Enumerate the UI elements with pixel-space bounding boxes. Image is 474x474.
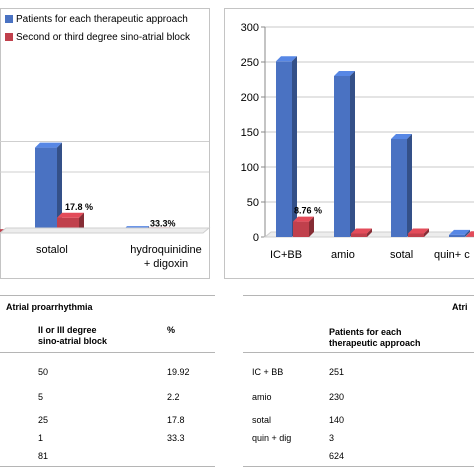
left-chart-floor <box>0 227 211 234</box>
legend-swatch <box>5 15 13 23</box>
table-cell: 25 <box>38 415 49 425</box>
right-chart-gridlines <box>265 26 474 238</box>
table-cell: 251 <box>329 367 345 377</box>
table-cell: 5 <box>38 392 44 402</box>
bar-patients-3 <box>449 229 470 237</box>
table-cell: 3 <box>329 433 335 443</box>
table-cell: 2.2 <box>167 392 180 402</box>
data-label: 17.8 % <box>65 202 93 212</box>
category-label: sotal <box>390 249 413 261</box>
left-table-header-percent: % <box>167 325 176 335</box>
data-label: 8.76 % <box>294 206 322 216</box>
left-chart-bars <box>0 142 171 234</box>
bar-patients-1 <box>334 71 355 237</box>
table-cell: 19.92 <box>167 367 190 377</box>
left-table-bottom-rule <box>0 466 215 467</box>
y-tick-label: 150 <box>241 127 259 139</box>
table-cell: 230 <box>329 392 345 402</box>
data-label: 33.3% <box>150 218 176 228</box>
bar-block-3 <box>466 231 474 237</box>
category-label: amio <box>331 249 355 261</box>
table-cell: 624 <box>329 451 345 461</box>
category-label: IC+BB <box>270 249 302 261</box>
right-chart-y-axis: 0 50 100 150 200 250 300 <box>241 22 474 244</box>
legend-entry: Second or third degree sino-atrial block <box>16 32 191 43</box>
right-table-bottom-rule <box>243 466 474 467</box>
category-label: + digoxin <box>144 258 188 270</box>
right-table-header-rule <box>243 352 474 353</box>
table-cell: quin + dig <box>252 433 292 443</box>
left-chart-gridlines <box>0 141 209 173</box>
right-table-title: Atri <box>452 302 468 312</box>
table-cell: 1 <box>38 433 44 443</box>
category-label: sotalol <box>36 244 68 256</box>
table-cell: 17.8 <box>167 415 185 425</box>
y-tick-label: 100 <box>241 162 259 174</box>
table-cell: amio <box>252 392 272 402</box>
right-chart-labels: 8.76 % IC+BB amio sotal quin+ c <box>270 206 470 261</box>
y-tick-label: 200 <box>241 92 259 104</box>
table-cell: 140 <box>329 415 345 425</box>
category-label: quin+ c <box>434 249 470 261</box>
bar-patients-1 <box>35 142 62 233</box>
y-tick-label: 250 <box>241 57 259 69</box>
y-tick-label: 50 <box>247 197 259 209</box>
chart-floor <box>0 227 211 234</box>
category-label: hydroquinidine <box>130 244 202 256</box>
right-chart-bars <box>276 56 474 237</box>
left-table-top-rule <box>0 295 215 296</box>
legend-entry: Patients for each therapeutic approach <box>16 14 188 25</box>
left-table-title: Atrial proarrhythmia <box>6 302 93 312</box>
legend-swatch <box>5 33 13 41</box>
bar-block-0 <box>293 216 314 237</box>
table-cell: 33.3 <box>167 433 185 443</box>
bar-block-2 <box>408 228 429 237</box>
right-chart-frame <box>224 8 474 279</box>
y-tick-label: 300 <box>241 22 259 34</box>
table-cell: sotal <box>252 415 272 425</box>
right-table-top-rule <box>243 295 474 296</box>
y-tick-label: 0 <box>253 232 259 244</box>
bar-block-1 <box>351 228 372 237</box>
left-chart-frame <box>0 8 210 279</box>
left-chart-legend: Patients for each therapeutic approach Se… <box>5 14 191 43</box>
left-table-header-block: II or III degree sino-atrial block <box>38 325 108 346</box>
table-cell: 50 <box>38 367 49 377</box>
left-chart-labels: 17.8 % 33.3% sotalol hydroquinidine + digoxi… <box>36 202 202 270</box>
right-table-header: Patients for each therapeutic approach <box>329 327 421 348</box>
bar-patients-0 <box>276 56 297 237</box>
table-cell: IC + BB <box>252 367 284 377</box>
left-table-header-rule <box>0 352 215 353</box>
bar-patients-2 <box>391 134 412 237</box>
table-cell: 81 <box>38 451 49 461</box>
